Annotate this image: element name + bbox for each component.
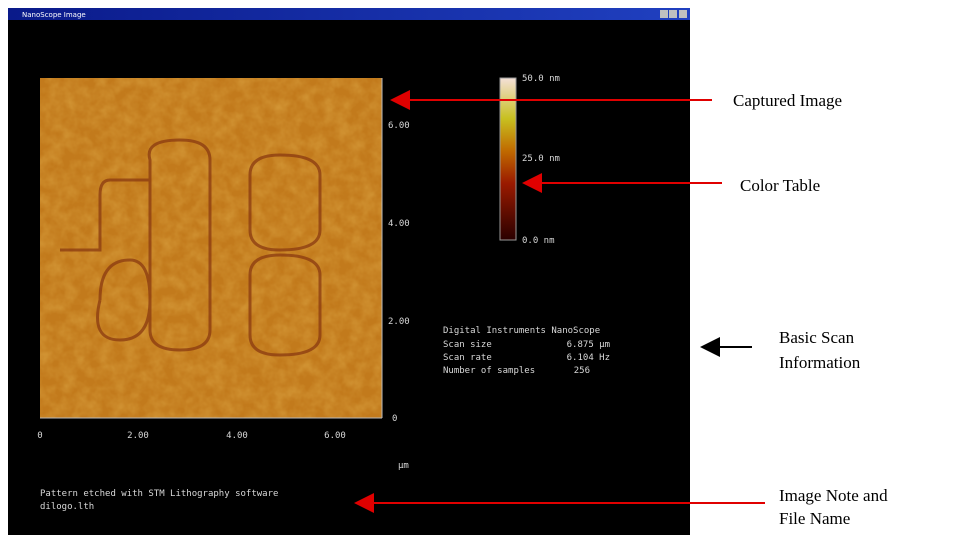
scan-value: 6.104 Hz: [567, 353, 610, 363]
x-tick-label: 2.00: [127, 431, 149, 441]
scan-key: Scan rate: [443, 353, 492, 363]
annotation: Basic Scan: [779, 328, 855, 347]
annotation: Color Table: [740, 176, 820, 195]
scan-value: 6.875 µm: [567, 340, 610, 350]
x-unit: µm: [398, 461, 409, 471]
close-button[interactable]: [679, 10, 687, 18]
title-bar: [8, 8, 690, 20]
x-tick-label: 6.00: [324, 431, 346, 441]
window-buttons[interactable]: [660, 10, 687, 18]
scan-key: Number of samples: [443, 366, 535, 376]
annotation: Captured Image: [733, 91, 842, 110]
y-tick-label: 4.00: [388, 219, 410, 229]
screen: NanoScope Image 6.00 4.00 2.00 0 0 2.00 …: [0, 0, 953, 535]
captured-image: [40, 78, 382, 418]
scan-value: 256: [574, 366, 590, 376]
y-tick-label: 2.00: [388, 317, 410, 327]
window-title: NanoScope Image: [22, 11, 86, 19]
y-tick-label: 0: [392, 414, 397, 424]
scan-key: Scan size: [443, 340, 492, 350]
color-label: 50.0 nm: [522, 74, 560, 84]
annotation: File Name: [779, 509, 850, 528]
color-label: 25.0 nm: [522, 154, 560, 164]
annotation: Information: [779, 353, 861, 372]
y-tick-label: 6.00: [388, 121, 410, 131]
scan-heading: Digital Instruments NanoScope: [443, 326, 600, 336]
note-line: dilogo.lth: [40, 502, 94, 512]
annotation: Image Note and: [779, 486, 888, 505]
x-tick-label: 4.00: [226, 431, 248, 441]
note-line: Pattern etched with STM Lithography soft…: [40, 489, 278, 499]
minimize-button[interactable]: [660, 10, 668, 18]
maximize-button[interactable]: [669, 10, 677, 18]
x-tick-label: 0: [37, 431, 42, 441]
color-label: 0.0 nm: [522, 236, 555, 246]
color-bar: [500, 78, 516, 240]
